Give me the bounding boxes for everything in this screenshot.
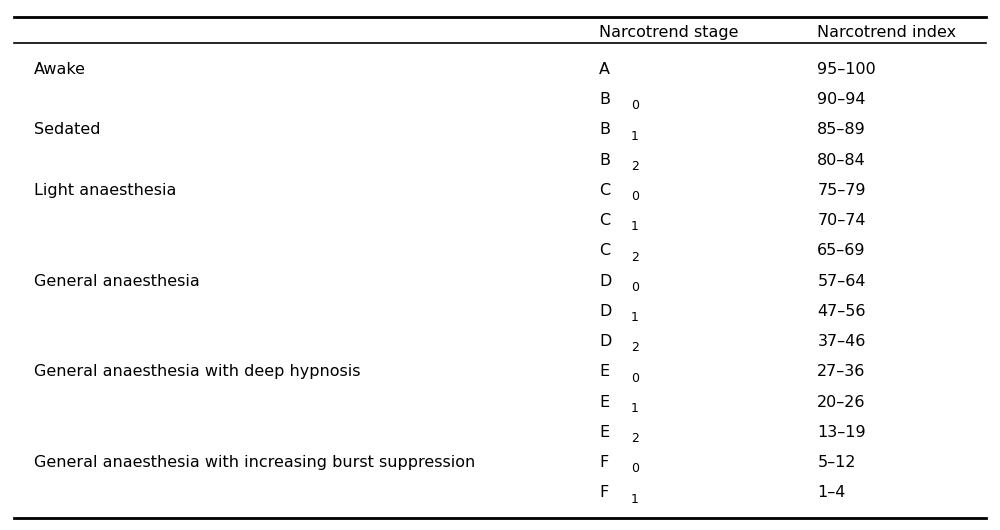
Text: 0: 0 [631, 190, 639, 203]
Text: 85–89: 85–89 [817, 122, 866, 137]
Text: F: F [599, 485, 608, 500]
Text: D: D [599, 334, 612, 349]
Text: 0: 0 [631, 463, 639, 475]
Text: 1–4: 1–4 [817, 485, 846, 500]
Text: 2: 2 [631, 251, 639, 264]
Text: General anaesthesia with increasing burst suppression: General anaesthesia with increasing burs… [34, 455, 475, 470]
Text: 2: 2 [631, 160, 639, 173]
Text: 20–26: 20–26 [817, 395, 866, 410]
Text: 47–56: 47–56 [817, 304, 866, 319]
Text: Narcotrend stage: Narcotrend stage [599, 25, 739, 40]
Text: F: F [599, 455, 608, 470]
Text: E: E [599, 395, 609, 410]
Text: 80–84: 80–84 [817, 153, 866, 167]
Text: 65–69: 65–69 [817, 243, 866, 259]
Text: B: B [599, 92, 610, 107]
Text: 0: 0 [631, 372, 639, 385]
Text: C: C [599, 183, 610, 198]
Text: Sedated: Sedated [34, 122, 100, 137]
Text: 1: 1 [631, 402, 639, 415]
Text: 0: 0 [631, 100, 639, 112]
Text: General anaesthesia: General anaesthesia [34, 273, 200, 289]
Text: 13–19: 13–19 [817, 425, 866, 440]
Text: 27–36: 27–36 [817, 365, 866, 379]
Text: 57–64: 57–64 [817, 273, 866, 289]
Text: D: D [599, 273, 612, 289]
Text: Awake: Awake [34, 62, 86, 77]
Text: Narcotrend index: Narcotrend index [817, 25, 956, 40]
Text: 0: 0 [631, 281, 639, 294]
Text: B: B [599, 122, 610, 137]
Text: C: C [599, 243, 610, 259]
Text: 2: 2 [631, 341, 639, 355]
Text: 5–12: 5–12 [817, 455, 856, 470]
Text: Light anaesthesia: Light anaesthesia [34, 183, 176, 198]
Text: 1: 1 [631, 311, 639, 324]
Text: 70–74: 70–74 [817, 213, 866, 228]
Text: 1: 1 [631, 493, 639, 506]
Text: 95–100: 95–100 [817, 62, 876, 77]
Text: 2: 2 [631, 432, 639, 445]
Text: General anaesthesia with deep hypnosis: General anaesthesia with deep hypnosis [34, 365, 360, 379]
Text: D: D [599, 304, 612, 319]
Text: E: E [599, 365, 609, 379]
Text: B: B [599, 153, 610, 167]
Text: A: A [599, 62, 610, 77]
Text: 1: 1 [631, 220, 639, 233]
Text: 37–46: 37–46 [817, 334, 866, 349]
Text: 75–79: 75–79 [817, 183, 866, 198]
Text: 90–94: 90–94 [817, 92, 866, 107]
Text: C: C [599, 213, 610, 228]
Text: E: E [599, 425, 609, 440]
Text: 1: 1 [631, 130, 639, 143]
